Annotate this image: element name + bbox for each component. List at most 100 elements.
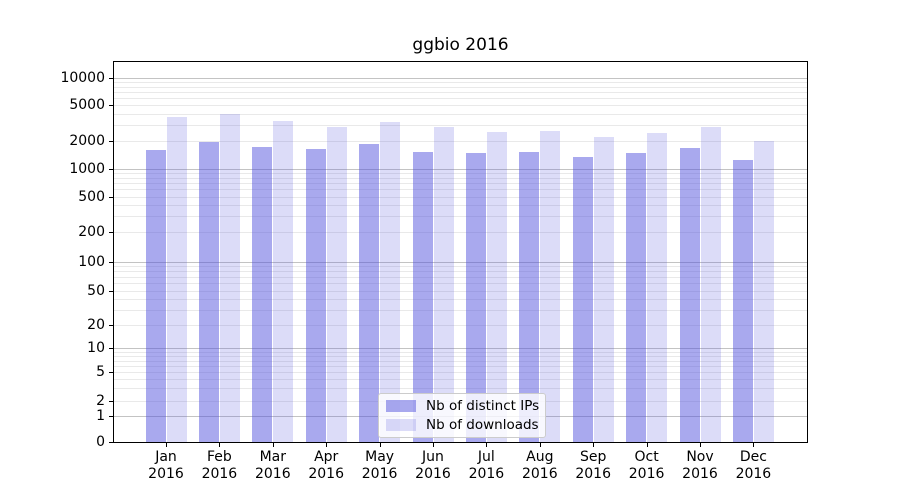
y-tick-mark-100: [109, 262, 113, 263]
y-tick-label-0: 0: [96, 434, 105, 450]
bar-distinct-ips-dec-2016: [732, 160, 753, 442]
y-tick-label-500: 500: [78, 188, 105, 205]
legend-item-distinct-ips: Nb of distinct IPs: [386, 397, 540, 414]
gridline-200: [114, 231, 807, 233]
y-tick-mark-10: [109, 348, 113, 350]
bar-downloads-apr-2016: [326, 127, 347, 442]
gridline-7: [114, 360, 807, 362]
gridline-10: [114, 348, 807, 350]
chart-title: ggbio 2016: [412, 35, 509, 55]
gridline-100: [114, 262, 807, 263]
x-tick-mark-feb-2016: [219, 443, 221, 447]
y-tick-mark-1: [109, 416, 113, 418]
x-tick-label-jan-2016: Jan 2016: [148, 449, 184, 482]
y-tick-mark-200: [109, 231, 113, 233]
gridline-900: [114, 173, 807, 175]
x-tick-mark-jun-2016: [433, 443, 434, 447]
legend-swatch-distinct-ips: [386, 400, 416, 412]
gridline-800: [114, 177, 807, 179]
gridline-70: [114, 276, 807, 278]
gridline-40: [114, 298, 807, 300]
x-tick-label-nov-2016: Nov 2016: [682, 449, 718, 482]
gridline-60: [114, 283, 807, 285]
bar-distinct-ips-sep-2016: [572, 157, 593, 442]
bar-distinct-ips-nov-2016: [679, 147, 700, 442]
x-tick-mark-jan-2016: [166, 443, 167, 447]
gridline-300: [114, 216, 807, 218]
x-tick-mark-apr-2016: [326, 443, 328, 447]
gridline-3000: [114, 125, 807, 127]
gridline-10000: [114, 78, 807, 79]
y-tick-mark-50: [109, 290, 113, 292]
y-tick-label-50: 50: [87, 282, 105, 299]
gridline-700: [114, 183, 807, 185]
y-tick-label-2000: 2000: [69, 133, 105, 150]
bar-downloads-jan-2016: [166, 116, 187, 442]
legend-item-downloads: Nb of downloads: [386, 416, 539, 433]
gridline-5: [114, 372, 807, 374]
legend: Nb of distinct IPs Nb of downloads: [378, 393, 546, 438]
legend-swatch-downloads: [386, 419, 416, 431]
gridline-1000: [114, 169, 807, 170]
y-tick-mark-5000: [109, 105, 113, 106]
gridline-8000: [114, 86, 807, 88]
bar-downloads-sep-2016: [593, 136, 614, 442]
x-tick-mark-mar-2016: [272, 443, 274, 447]
bar-downloads-nov-2016: [700, 127, 721, 442]
x-tick-label-mar-2016: Mar 2016: [254, 449, 291, 482]
bar-downloads-feb-2016: [219, 113, 240, 442]
gridline-4000: [114, 113, 807, 115]
y-tick-mark-500: [109, 196, 113, 198]
gridline-5000: [114, 105, 807, 106]
gridline-3: [114, 388, 807, 390]
legend-label-distinct-ips: Nb of distinct IPs: [426, 397, 540, 414]
plot-area: 0 1 2 5 10 20 50 100 200 500 1000 2000 5000 10000 Jan 2…: [60, 61, 808, 482]
bar-downloads-oct-2016: [647, 132, 668, 442]
x-tick-label-may-2016: May 2016: [361, 449, 398, 482]
gridline-30: [114, 309, 807, 311]
x-tick-label-aug-2016: Aug 2016: [521, 449, 558, 482]
y-tick-mark-5: [109, 372, 113, 374]
gridline-4: [114, 379, 807, 381]
x-tick-mark-nov-2016: [700, 443, 701, 447]
bar-distinct-ips-oct-2016: [626, 152, 647, 442]
gridline-600: [114, 189, 807, 191]
bar-downloads-mar-2016: [273, 120, 294, 442]
y-tick-mark-1000: [109, 169, 113, 170]
bar-downloads-dec-2016: [753, 141, 774, 442]
x-tick-label-apr-2016: Apr 2016: [308, 449, 345, 482]
y-tick-label-2: 2: [96, 392, 105, 409]
legend-label-downloads: Nb of downloads: [426, 416, 539, 433]
bar-distinct-ips-apr-2016: [305, 149, 326, 442]
gridline-80: [114, 271, 807, 273]
x-tick-mark-aug-2016: [539, 443, 541, 447]
x-tick-label-sep-2016: Sep 2016: [575, 449, 612, 482]
y-tick-label-100: 100: [78, 254, 105, 270]
y-tick-label-200: 200: [78, 223, 105, 240]
gridline-2000: [114, 141, 807, 143]
bar-downloads-may-2016: [380, 121, 401, 442]
y-tick-label-1000: 1000: [69, 161, 105, 177]
gridline-6000: [114, 97, 807, 99]
y-tick-mark-2: [109, 400, 113, 402]
bar-distinct-ips-feb-2016: [198, 142, 219, 442]
y-tick-label-20: 20: [87, 316, 105, 333]
gridline-7000: [114, 91, 807, 93]
y-tick-label-10: 10: [87, 340, 105, 357]
x-tick-label-jun-2016: Jun 2016: [415, 449, 451, 482]
gridline-20: [114, 324, 807, 326]
bar-downloads-jul-2016: [486, 131, 507, 442]
gridline-6: [114, 366, 807, 367]
x-tick-mark-jul-2016: [486, 443, 488, 447]
y-tick-mark-20: [109, 324, 113, 326]
x-tick-label-jul-2016: Jul 2016: [468, 449, 505, 482]
y-tick-label-5000: 5000: [69, 97, 105, 113]
bar-downloads-aug-2016: [540, 130, 561, 442]
gridline-400: [114, 205, 807, 207]
bar-distinct-ips-mar-2016: [252, 146, 273, 442]
gridline-9000: [114, 82, 807, 84]
gridline-50: [114, 290, 807, 292]
y-tick-mark-0: [109, 442, 113, 443]
x-tick-mark-oct-2016: [646, 443, 648, 447]
x-tick-mark-may-2016: [379, 443, 381, 447]
